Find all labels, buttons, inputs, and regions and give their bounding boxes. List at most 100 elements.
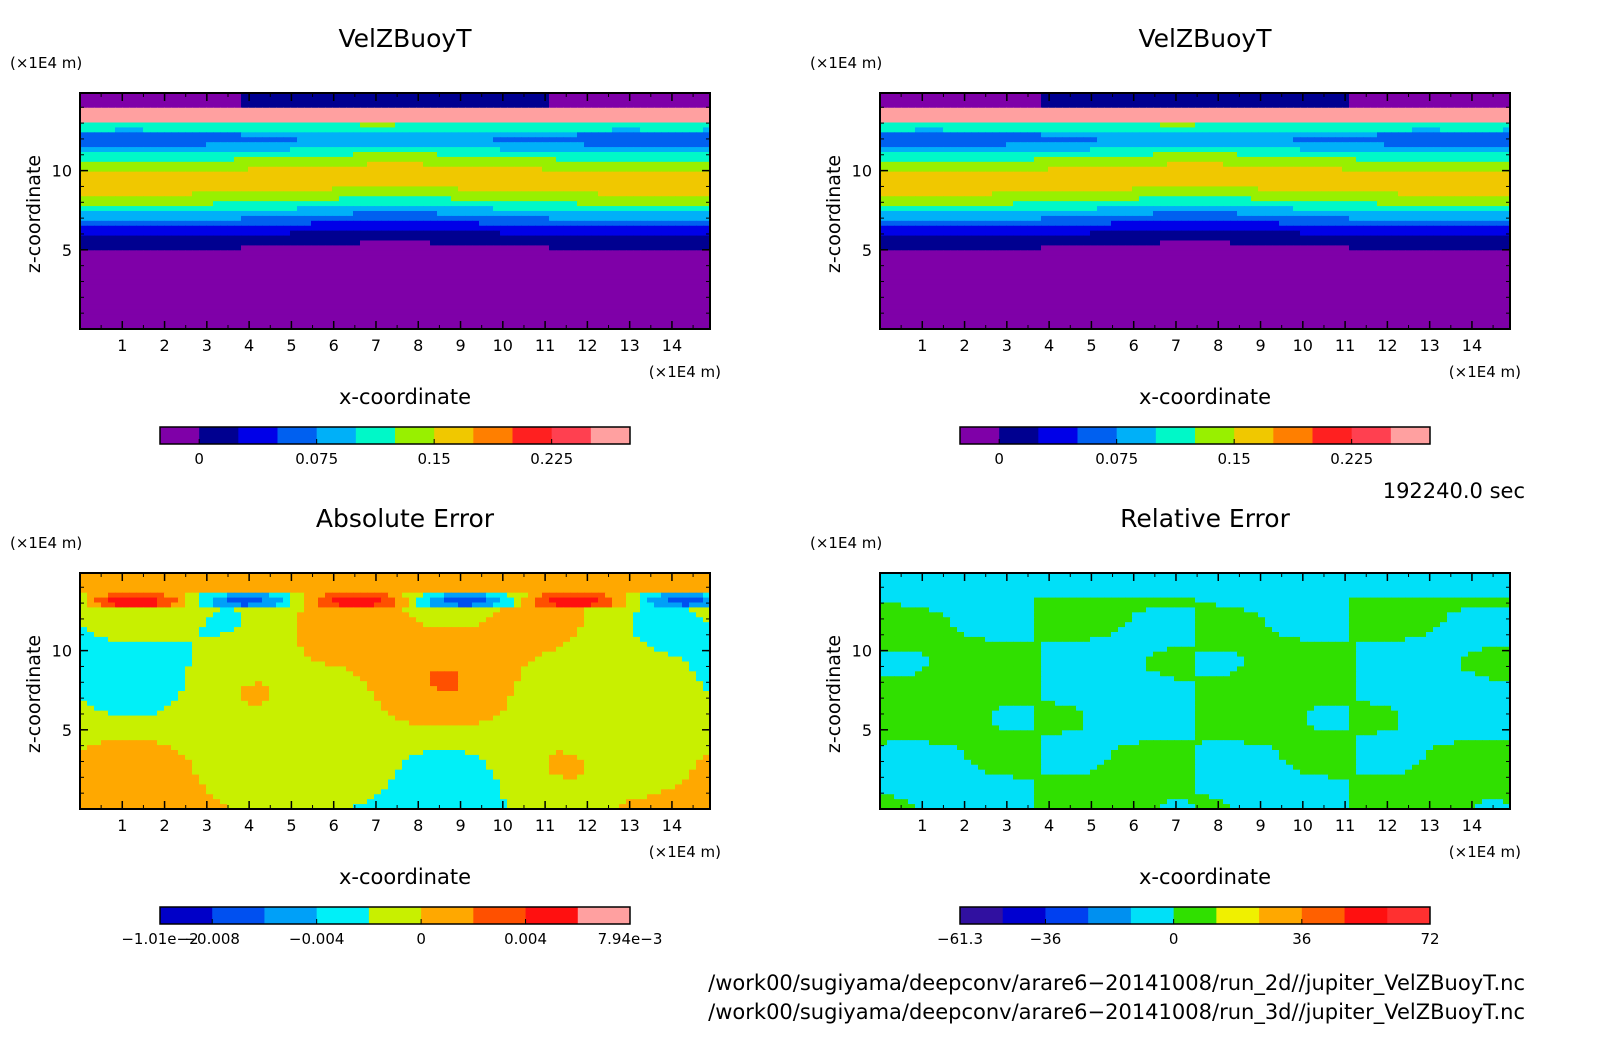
heatmap-cell [255, 97, 263, 104]
heatmap-cell [227, 93, 235, 99]
heatmap-cell [1293, 93, 1301, 99]
heatmap-cell [157, 299, 165, 306]
heatmap-cell [507, 171, 515, 178]
heatmap-cell [444, 220, 452, 227]
heatmap-cell [612, 319, 620, 325]
heatmap-cell [388, 127, 396, 133]
heatmap-cell [458, 299, 466, 306]
heatmap-cell [654, 309, 662, 315]
heatmap-cell [171, 260, 179, 266]
heatmap-cell [171, 284, 179, 291]
heatmap-cell [563, 225, 571, 232]
heatmap-cell [514, 274, 522, 281]
heatmap-cell [304, 127, 312, 133]
heatmap-cell [689, 97, 697, 104]
heatmap-cell [192, 265, 200, 271]
heatmap-cell [262, 166, 270, 173]
heatmap-cell [1258, 107, 1266, 114]
heatmap-cell [654, 186, 662, 192]
heatmap-cell [178, 122, 186, 129]
heatmap-cell [409, 166, 417, 173]
heatmap-cell [486, 107, 494, 114]
heatmap-cell [213, 181, 221, 188]
heatmap-cell [143, 201, 151, 207]
heatmap-cell [304, 255, 312, 261]
heatmap-cell [276, 265, 284, 271]
heatmap-cell [612, 215, 620, 222]
heatmap-cell [283, 152, 291, 158]
heatmap-cell [430, 142, 438, 148]
heatmap-cell [220, 112, 228, 119]
heatmap-cell [1146, 93, 1154, 99]
heatmap-cell [1503, 97, 1510, 104]
heatmap-cell [185, 196, 193, 202]
heatmap-cell [87, 220, 95, 227]
heatmap-cell [444, 319, 452, 325]
heatmap-cell [689, 117, 697, 124]
heatmap-cell [115, 289, 123, 296]
heatmap-cell [178, 147, 186, 153]
heatmap-cell [94, 112, 102, 119]
heatmap-cell [521, 142, 529, 148]
heatmap-cell [640, 309, 648, 315]
heatmap-cell [255, 181, 263, 188]
heatmap-cell [570, 270, 578, 276]
heatmap-cell [255, 147, 263, 153]
heatmap-cell [486, 161, 494, 168]
y-tick-label: 10 [52, 162, 72, 181]
heatmap-cell [493, 152, 501, 158]
heatmap-cell [591, 245, 599, 251]
heatmap-cell [269, 319, 277, 325]
heatmap-cell [157, 225, 165, 232]
heatmap-cell [248, 299, 256, 306]
heatmap-cell [388, 117, 396, 124]
heatmap-cell [185, 137, 193, 143]
heatmap-cell [304, 132, 312, 138]
heatmap-cell [276, 127, 284, 133]
heatmap-cell [80, 215, 88, 222]
heatmap-cell [661, 265, 669, 271]
heatmap-cell [1475, 102, 1483, 109]
heatmap-cell [332, 102, 340, 109]
heatmap-cell [500, 215, 508, 222]
heatmap-cell [185, 240, 193, 247]
heatmap-cell [1398, 107, 1406, 114]
heatmap-cell [626, 102, 634, 109]
heatmap-cell [654, 201, 662, 207]
heatmap-cell [381, 137, 389, 143]
heatmap-cell [549, 260, 557, 266]
heatmap-cell [1202, 102, 1210, 109]
heatmap-cell [451, 107, 459, 114]
heatmap-cell [682, 117, 690, 124]
heatmap-cell [577, 289, 585, 296]
heatmap-cell [143, 112, 151, 119]
heatmap-cell [528, 127, 536, 133]
heatmap-cell [661, 97, 669, 104]
heatmap-cell [633, 117, 641, 124]
heatmap-cell [192, 220, 200, 227]
heatmap-cell [978, 117, 986, 124]
heatmap-cell [402, 319, 410, 325]
heatmap-cell [619, 245, 627, 251]
heatmap-cell [633, 279, 641, 286]
heatmap-cell [465, 260, 473, 266]
heatmap-cell [563, 299, 571, 306]
heatmap-cell [1279, 97, 1287, 104]
heatmap-cell [185, 156, 193, 163]
heatmap-cell [584, 122, 592, 129]
heatmap-cell [1146, 112, 1154, 119]
heatmap-cell [101, 240, 109, 247]
heatmap-cell [472, 102, 480, 109]
heatmap-cell [430, 206, 438, 212]
heatmap-cell [269, 260, 277, 266]
heatmap-cell [367, 220, 375, 227]
heatmap-cell [339, 225, 347, 232]
heatmap-cell [570, 260, 578, 266]
heatmap-cell [465, 225, 473, 232]
heatmap-cell [444, 230, 452, 237]
heatmap-cell [136, 324, 144, 329]
heatmap-cell [220, 309, 228, 315]
heatmap-cell [549, 299, 557, 306]
heatmap-cell [143, 152, 151, 158]
heatmap-cell [129, 250, 137, 256]
